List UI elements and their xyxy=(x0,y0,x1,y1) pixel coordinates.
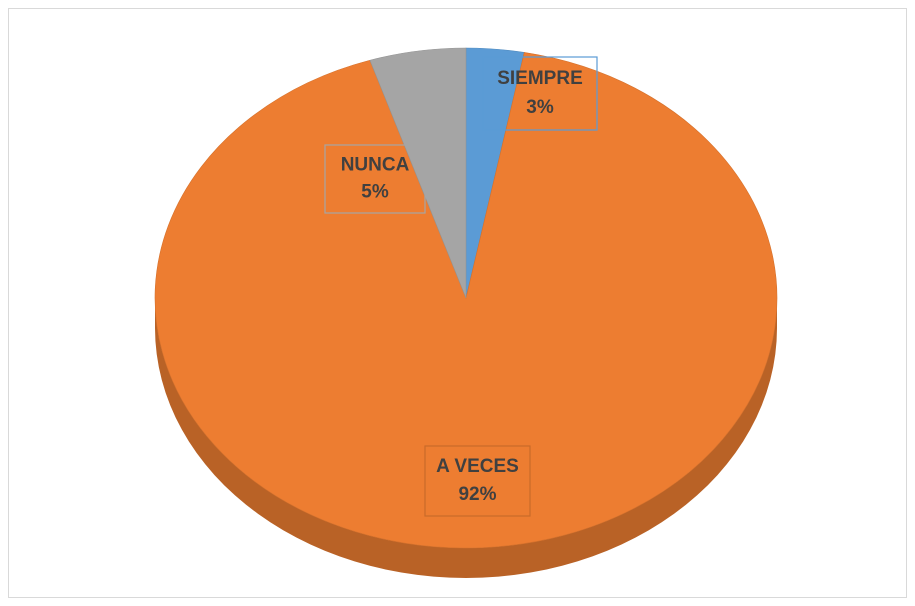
data-label-box xyxy=(482,56,598,131)
pie-slice xyxy=(154,52,778,549)
data-label-category: SIEMPRE xyxy=(497,68,583,89)
data-label-category: NUNCA xyxy=(341,154,410,175)
data-label-value: 5% xyxy=(361,182,389,203)
data-label-value: 92% xyxy=(458,484,496,505)
pie-slice xyxy=(369,47,467,299)
data-label-value: 3% xyxy=(526,97,554,118)
data-label-category: A VECES xyxy=(436,456,519,477)
data-label-box xyxy=(424,445,531,517)
data-label-box xyxy=(324,144,426,214)
